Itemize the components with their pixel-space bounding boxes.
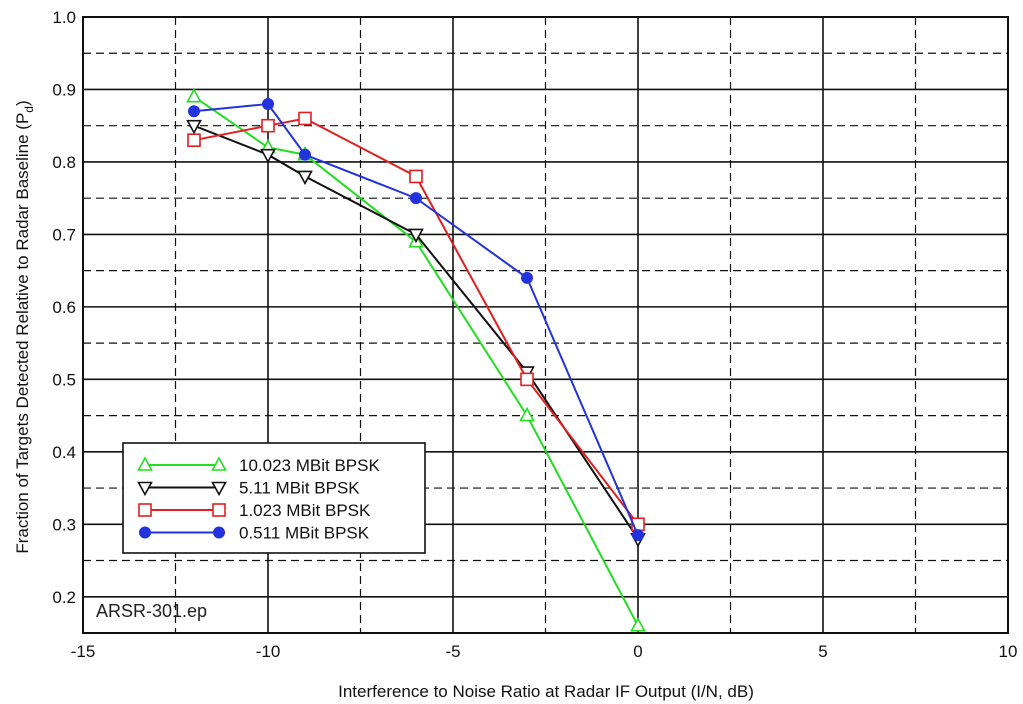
y-axis-label-close: ) xyxy=(13,100,32,106)
legend-marker xyxy=(212,503,226,517)
series-line xyxy=(193,124,639,540)
data-point xyxy=(299,148,311,161)
data-point xyxy=(262,97,274,110)
legend-label: 5.11 MBit BPSK xyxy=(239,479,360,498)
y-tick-label: 0.6 xyxy=(52,298,76,317)
legend-marker xyxy=(211,481,227,497)
y-axis-label-main: Fraction of Targets Detected Relative to… xyxy=(13,113,32,554)
series-layer xyxy=(186,88,646,632)
y-tick-label: 0.7 xyxy=(52,225,76,244)
legend-marker xyxy=(137,456,153,471)
data-point xyxy=(261,118,275,133)
legend-label: 0.511 MBit BPSK xyxy=(239,524,370,543)
y-tick-label: 0.4 xyxy=(52,443,76,462)
data-point xyxy=(297,170,313,186)
y-tick-label: 0.8 xyxy=(52,153,76,172)
legend-label: 10.023 MBit BPSK xyxy=(239,456,380,475)
legend-marker xyxy=(137,481,153,497)
y-tick-label: 0.9 xyxy=(52,80,76,99)
data-point xyxy=(632,529,644,542)
plot-frame xyxy=(82,16,1009,634)
data-point xyxy=(519,406,535,422)
tick-labels: -15 -10 -5 0 5 10 0.2 0.3 0.4 0.5 0.6 0.7 0.8 0.9 1.0 xyxy=(52,8,1017,661)
y-tick-label: 0.5 xyxy=(52,370,76,389)
data-point xyxy=(630,617,646,632)
legend-item: 10.023 MBit BPSK xyxy=(137,456,380,475)
x-tick-label: 10 xyxy=(999,642,1018,661)
file-annotation: ARSR-301.ep xyxy=(96,601,207,621)
series-line xyxy=(193,102,639,536)
legend-label: 1.023 MBit BPSK xyxy=(239,501,371,520)
legend-marker xyxy=(138,503,152,517)
grid xyxy=(82,16,1009,633)
legend-item: 5.11 MBit BPSK xyxy=(137,479,360,498)
data-point xyxy=(186,88,202,103)
y-tick-label: 1.0 xyxy=(52,8,76,27)
x-tick-label: -10 xyxy=(256,642,281,661)
legend-marker xyxy=(211,456,227,471)
y-axis-label: Fraction of Targets Detected Relative to… xyxy=(13,100,36,553)
data-point xyxy=(187,133,201,147)
x-tick-label: 0 xyxy=(633,642,642,661)
data-point xyxy=(408,228,424,244)
data-point xyxy=(186,119,202,135)
legend-box xyxy=(122,442,426,554)
y-tick-label: 0.3 xyxy=(52,515,76,534)
legend-item: 1.023 MBit BPSK xyxy=(138,501,371,520)
y-axis-label-subscript: d xyxy=(22,106,36,113)
legend-marker xyxy=(213,526,225,539)
x-tick-label: -5 xyxy=(445,642,460,661)
data-point xyxy=(260,148,276,164)
x-tick-label: 5 xyxy=(818,642,827,661)
series-line xyxy=(193,117,639,525)
y-tick-label: 0.2 xyxy=(52,588,76,607)
data-point xyxy=(298,111,312,126)
series-4 xyxy=(188,97,644,542)
data-point xyxy=(409,169,423,184)
x-tick-label: -15 xyxy=(71,642,96,661)
data-point xyxy=(188,105,200,118)
series-line xyxy=(193,95,639,627)
data-point xyxy=(521,271,533,284)
legend-marker xyxy=(139,526,151,539)
data-point xyxy=(520,372,534,387)
legend-item: 0.511 MBit BPSK xyxy=(139,524,370,543)
x-axis-label: Interference to Noise Ratio at Radar IF … xyxy=(338,682,754,701)
data-point xyxy=(410,192,422,205)
legend: 10.023 MBit BPSK 5.11 MBit BPSK 1.023 MBit… xyxy=(122,442,426,554)
